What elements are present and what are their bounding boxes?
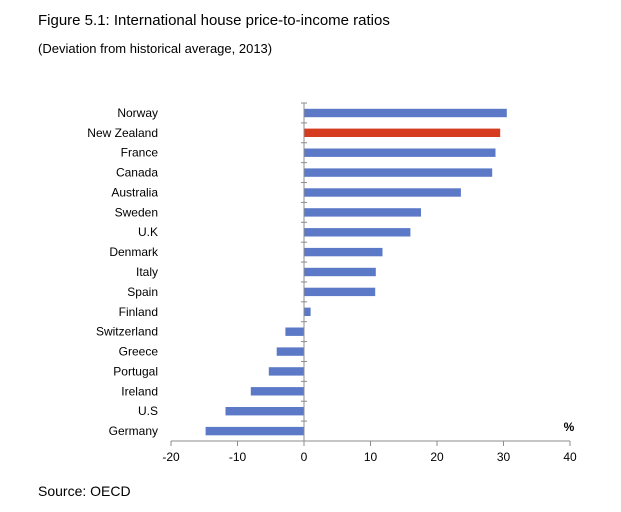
source-note: Source: OECD	[38, 483, 131, 499]
bar-sweden	[304, 208, 421, 217]
x-tick-label: 40	[563, 450, 577, 464]
x-tick-label: 10	[364, 450, 378, 464]
unit-label: %	[564, 420, 575, 434]
category-label-germany: Germany	[109, 424, 158, 438]
bar-australia	[304, 188, 461, 197]
bar-greece	[276, 347, 304, 356]
category-label-italy: Italy	[136, 265, 158, 279]
category-label-denmark: Denmark	[109, 245, 159, 259]
category-label-finland: Finland	[119, 305, 158, 319]
category-label-u-s: U.S	[138, 404, 158, 418]
bar-spain	[304, 287, 376, 297]
bar-italy	[304, 267, 376, 277]
x-tick-label: 30	[497, 450, 511, 464]
bar-finland	[304, 307, 311, 316]
category-label-ireland: Ireland	[121, 384, 158, 398]
bar-portugal	[268, 367, 304, 376]
category-label-canada: Canada	[116, 166, 158, 180]
bar-ireland	[250, 387, 304, 396]
bar-new-zealand	[304, 128, 501, 137]
category-label-switzerland: Switzerland	[96, 325, 158, 339]
bar-germany	[205, 426, 304, 436]
x-tick-label: 0	[301, 450, 308, 464]
bar-switzerland	[285, 327, 304, 336]
chart-title: Figure 5.1: International house price-to…	[38, 12, 390, 29]
bar-u-s	[225, 407, 304, 416]
category-label-france: France	[121, 146, 159, 160]
category-label-australia: Australia	[111, 186, 158, 200]
category-label-greece: Greece	[119, 345, 159, 359]
bar-france	[304, 148, 496, 157]
category-label-spain: Spain	[127, 285, 158, 299]
category-label-u-k: U.K	[138, 225, 158, 239]
category-label-portugal: Portugal	[113, 364, 158, 378]
bar-canada	[304, 168, 493, 177]
x-tick-label: -10	[229, 450, 247, 464]
category-label-sweden: Sweden	[115, 205, 158, 219]
bar-u-k	[304, 228, 411, 237]
x-tick-label: 20	[430, 450, 444, 464]
chart-subtitle: (Deviation from historical average, 2013…	[38, 41, 273, 56]
x-tick-label: -20	[162, 450, 180, 464]
category-label-new-zealand: New Zealand	[87, 126, 158, 140]
bar-norway	[304, 108, 507, 118]
bar-denmark	[304, 247, 383, 257]
category-label-norway: Norway	[117, 106, 158, 120]
